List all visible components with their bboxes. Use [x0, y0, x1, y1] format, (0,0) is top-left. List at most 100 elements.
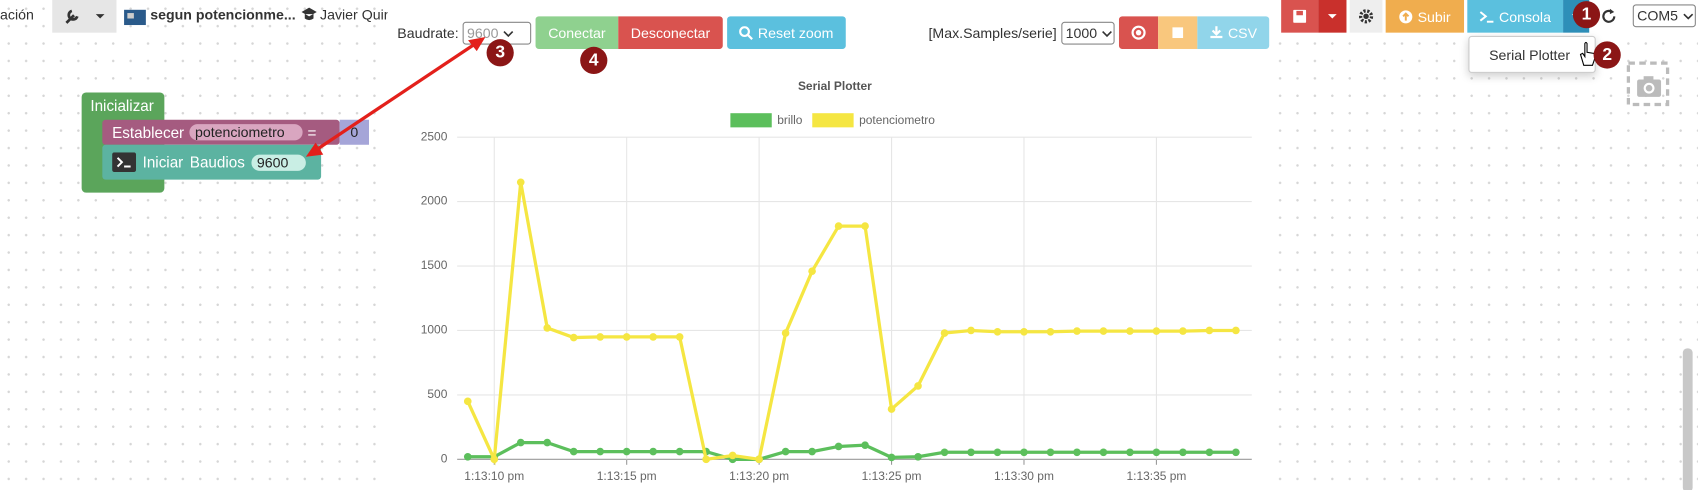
caret [1327, 14, 1337, 19]
y-tick-label: 1000 [421, 323, 448, 337]
caret [503, 30, 514, 37]
data-point [622, 447, 631, 456]
disconnect-button[interactable]: Desconectar [618, 16, 723, 49]
author: Javier Quir [320, 6, 388, 23]
upload-label: Subir [1417, 8, 1451, 25]
init-label: Inicializar [90, 96, 154, 115]
data-point [649, 333, 657, 341]
data-point [569, 333, 578, 342]
baud-dropdown[interactable]: 9600 [251, 154, 306, 171]
terminal-icon [112, 152, 137, 172]
legend-swatch [812, 113, 854, 128]
data-point [781, 329, 790, 337]
stop-button[interactable] [1158, 16, 1198, 49]
data-point [1232, 448, 1240, 457]
data-point [1126, 327, 1134, 335]
port-select[interactable]: COM5 [1632, 4, 1696, 28]
data-point [490, 455, 499, 464]
data-point [728, 451, 737, 460]
data-point [914, 382, 922, 390]
data-point [543, 438, 552, 447]
save-icon [1293, 9, 1307, 23]
refresh-icon[interactable] [1600, 8, 1617, 25]
connect-button[interactable]: Conectar [535, 16, 619, 49]
data-point [596, 447, 605, 456]
data-point [861, 441, 869, 449]
data-point [887, 453, 896, 462]
max-samples-value: 1000 [1065, 25, 1098, 42]
serial-block[interactable]: Iniciar Baudios 9600 [102, 144, 322, 180]
data-point [861, 222, 869, 230]
csv-label: CSV [1227, 24, 1258, 41]
data-point [1073, 327, 1081, 335]
data-point [543, 324, 552, 332]
download-icon [1210, 26, 1223, 39]
data-point [596, 333, 605, 341]
data-point [1232, 326, 1240, 335]
plotter-panel [389, 0, 1274, 490]
data-point [1020, 327, 1028, 336]
console-label: Consola [1499, 8, 1551, 25]
data-point [463, 452, 472, 461]
csv-button[interactable]: CSV [1197, 16, 1270, 49]
chart-title: Serial Plotter [798, 79, 872, 93]
start-label: Iniciar [142, 153, 184, 171]
scrollbar[interactable] [1682, 348, 1693, 490]
menu-label[interactable]: ación [0, 6, 34, 23]
stop-icon [1172, 27, 1184, 39]
caret [1682, 13, 1693, 20]
data-point [755, 455, 763, 464]
data-point [993, 327, 1002, 336]
reset-zoom-label: Reset zoom [757, 24, 834, 41]
menu-item[interactable]: Serial Plotter [1489, 46, 1571, 63]
x-tick-label: 1:13:25 pm [862, 469, 922, 483]
screenshot-icon[interactable] [1626, 61, 1670, 107]
baudrate-label: Baudrate: [397, 25, 459, 42]
search-icon [739, 25, 754, 40]
data-point [914, 452, 922, 461]
data-point [781, 447, 790, 456]
x-tick-label: 1:13:15 pm [597, 469, 657, 483]
x-tick-label: 1:13:10 pm [464, 469, 524, 483]
board-icon [124, 9, 146, 26]
port-value: COM5 [1637, 7, 1678, 24]
caret [1101, 30, 1112, 37]
data-point [808, 447, 816, 456]
data-point [1099, 327, 1108, 335]
legend-swatch [730, 113, 772, 128]
data-point [887, 405, 896, 413]
save-menu-button[interactable] [1318, 0, 1347, 33]
variable-dropdown[interactable]: potenciometro [189, 124, 303, 141]
data-point [1020, 448, 1028, 457]
equals: = [307, 123, 317, 141]
y-tick-label: 1500 [421, 258, 448, 272]
console-button[interactable]: Consola [1467, 0, 1564, 33]
max-samples-label: [Max.Samples/serie] [928, 25, 1057, 42]
upload-button[interactable]: Subir [1385, 0, 1465, 33]
data-point [967, 448, 975, 457]
record-button[interactable] [1118, 16, 1159, 49]
settings-button[interactable] [1349, 0, 1383, 33]
data-point [516, 178, 525, 187]
max-samples-select[interactable]: 1000 [1061, 21, 1115, 45]
tools-icon [64, 9, 104, 24]
data-point [1152, 448, 1161, 457]
data-point [1046, 327, 1055, 336]
data-point [940, 448, 949, 457]
set-block[interactable]: Establecer potenciometro = [102, 119, 340, 145]
data-point [993, 448, 1002, 457]
data-point [1099, 448, 1108, 457]
data-point [1179, 448, 1187, 457]
reset-zoom-button[interactable]: Reset zoom [727, 16, 846, 49]
data-point [1152, 327, 1161, 335]
data-point [834, 442, 843, 451]
data-point [940, 329, 949, 337]
data-point [622, 333, 631, 341]
data-point [702, 455, 710, 464]
y-tick-label: 2500 [421, 129, 448, 143]
tools-button[interactable] [52, 0, 117, 33]
legend-label: potenciometro [859, 113, 935, 127]
save-button[interactable] [1281, 0, 1319, 33]
